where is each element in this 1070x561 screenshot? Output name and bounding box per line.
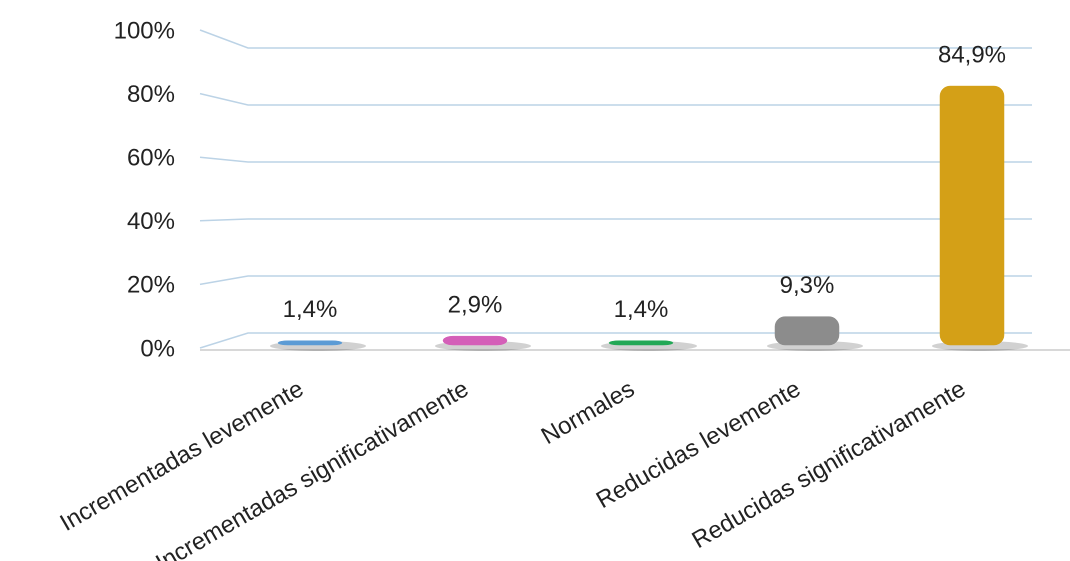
bar-shine xyxy=(278,340,342,345)
bar-shine xyxy=(609,340,673,345)
y-tick-label: 80% xyxy=(127,81,175,108)
value-label: 2,9% xyxy=(448,291,503,318)
y-tick-label: 0% xyxy=(140,335,175,362)
bar-shine xyxy=(775,316,839,345)
value-label: 9,3% xyxy=(780,272,835,299)
grid-line xyxy=(199,275,1032,286)
value-label: 1,4% xyxy=(283,296,338,323)
bar-shine xyxy=(443,336,507,345)
grid-line xyxy=(199,92,1032,106)
y-tick-label: 40% xyxy=(127,208,175,235)
value-label: 1,4% xyxy=(614,296,669,323)
grid-line xyxy=(199,156,1032,163)
x-tick-label: Normales xyxy=(537,375,639,450)
grid-line xyxy=(199,218,1032,222)
bar-shine xyxy=(940,86,1004,346)
grid-line xyxy=(199,332,1032,349)
y-tick-label: 20% xyxy=(127,272,175,299)
x-tick-label: Reducidas significativamente xyxy=(687,375,970,554)
y-tick-label: 60% xyxy=(127,145,175,172)
grid-line xyxy=(199,29,1032,49)
value-label: 84,9% xyxy=(938,41,1006,68)
y-tick-label: 100% xyxy=(114,17,175,44)
x-tick-label: Incrementadas significativamente xyxy=(151,375,473,561)
